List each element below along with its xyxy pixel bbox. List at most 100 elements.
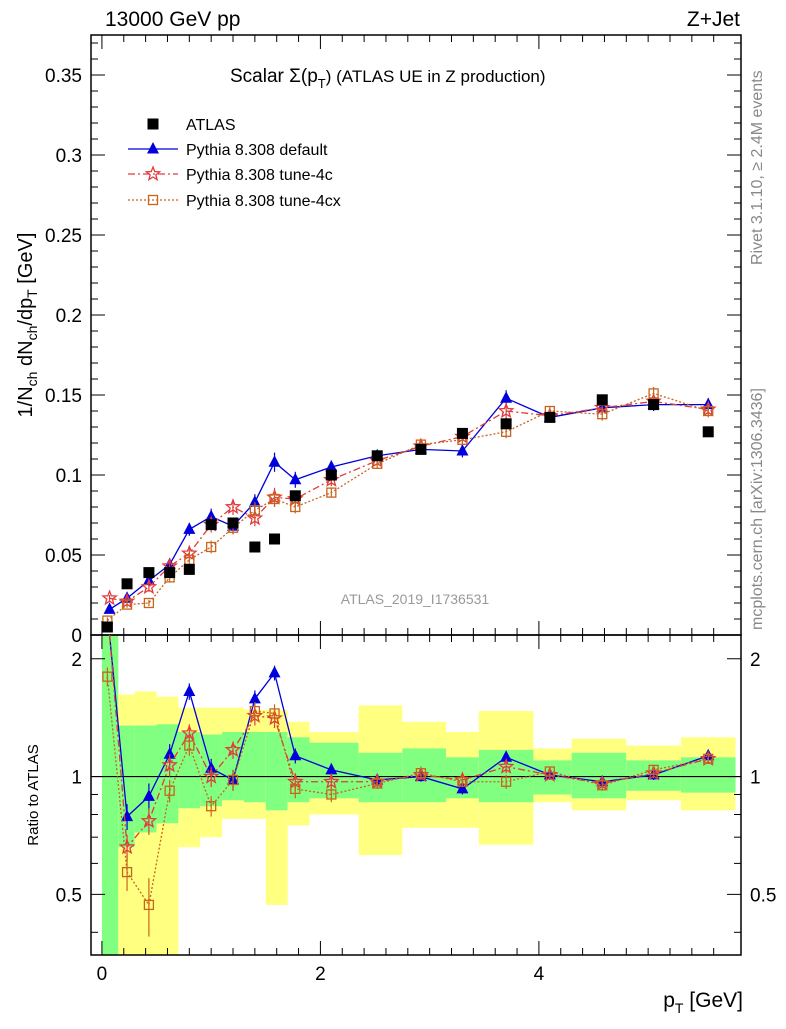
y-tick-label: 0.1 [56,466,82,487]
ratio-point-default [268,665,281,678]
xlabel-sub: T [675,1000,684,1016]
point-default [289,472,302,485]
ratio-point-tune4c [118,838,136,855]
legend-symbol [147,118,159,130]
series-line-tune4c [109,400,709,603]
ratio-point-tune4cx [143,899,155,911]
x-axis-label: pT [GeV] [663,989,743,1016]
ratio-point-tune4cx [121,866,133,878]
point-tune4cx [703,405,714,417]
ratio-y-axis-label: Ratio to ATLAS [25,744,42,845]
analysis-label: ATLAS_2019_I1736531 [341,591,490,607]
ratio-point-tune4cx [249,705,261,717]
ylabel-part-1: dN [15,340,37,371]
ratio-tick-label-right: 0.5 [750,885,776,906]
ratio-tick-label: 0.5 [56,885,82,906]
legend-label-tune4c: Pythia 8.308 tune-4c [186,167,333,184]
header-right: Z+Jet [687,8,740,31]
ratio-point-tune4cx [415,768,427,779]
ratio-point-tune4c [202,767,220,784]
ratio-point-default [325,762,338,775]
point-atlas [249,541,261,553]
ylabel-part-2: ch [24,326,40,341]
series-line-tune4cx [106,392,709,622]
point-atlas [183,563,195,575]
ratio-point-tune4cx [597,780,608,791]
ylabel-part-5: [GeV] [15,233,37,290]
mcplots-label: mcplots.cern.ch [arXiv:1306.3436] [749,388,766,630]
ratio-point-tune4c [224,741,242,758]
series-tune4cx [102,387,714,626]
point-tune4c [224,498,242,515]
point-tune4c [497,402,515,419]
title-main: Scalar Σ(p [230,66,318,87]
series-line-default [109,397,709,610]
ratio-point-default [289,748,302,761]
series-tune4c [101,392,717,609]
xlabel-tail: [GeV] [683,989,743,1012]
point-tune4c [140,578,158,595]
band-green [156,724,179,824]
ratio-point-tune4cx [703,753,714,764]
y-axis-label: 1/Nch dNch/dpT [GeV] [15,233,40,418]
ratio-tick-label: 1 [71,768,82,789]
point-atlas [544,411,556,423]
legend-label-atlas: ATLAS [186,117,236,134]
legend-symbol [147,142,159,154]
ratio-point-tune4cx [184,740,195,751]
ratio-series-tune4cx [102,667,714,937]
axis-tick-labels: 0 2 4 0 0.05 0.1 0.15 0.2 0.25 0.3 0.35 0.5 0.5 1 1 2 2 [45,66,776,985]
band-green [571,752,627,799]
title-tail: ) (ATLAS UE in Z production) [326,67,546,86]
point-atlas [164,567,176,579]
point-default [325,460,338,472]
point-tune4cx [597,409,608,420]
ylabel-part-0: ch [24,372,40,387]
chart-title: Scalar Σ(pT) (ATLAS UE in Z production) [230,66,546,91]
y-tick-label: 0.15 [45,386,82,407]
axis-ticks [91,35,741,955]
ratio-point-tune4cx [102,671,113,682]
ratio-tick-label-right: 2 [750,650,761,671]
y-tick-label: 0.3 [56,146,82,167]
ratio-point-default [500,750,513,762]
main-series [101,387,717,633]
header-left: 13000 GeV pp [105,8,240,31]
ylabel-part-4: T [24,289,40,298]
point-atlas [456,427,468,439]
ratio-series [102,634,717,937]
point-atlas [227,517,239,529]
ratio-point-tune4c [140,812,158,829]
ratio-point-tune4cx [164,785,175,796]
point-atlas [325,469,337,481]
ratio-point-tune4cx [206,801,217,812]
point-default [205,509,218,522]
point-atlas [121,578,133,590]
legend-marker-default [128,142,178,154]
ratio-point-tune4cx [290,783,301,795]
y-tick-label: 0 [71,626,82,647]
point-tune4cx [143,597,155,609]
point-atlas [371,450,383,462]
ratio-point-tune4cx [269,708,280,719]
point-default [268,455,281,467]
rivet-label: Rivet 3.1.10, ≥ 2.4M events [749,70,766,265]
band-green [101,635,119,955]
point-atlas [415,443,427,455]
legend: ATLAS Pythia 8.308 default Pythia 8.308 … [128,117,341,210]
point-atlas [143,567,155,579]
point-atlas [269,533,281,545]
y-tick-label: 0.2 [56,306,82,327]
legend-label-tune4cx: Pythia 8.308 tune-4cx [186,193,341,210]
series-default [103,390,715,614]
point-tune4cx [269,493,280,505]
point-atlas [596,394,608,406]
ratio-frame [90,634,742,956]
ratio-point-default [163,747,176,759]
ratio-point-tune4c [322,772,340,789]
point-tune4c [246,509,264,526]
point-tune4cx [206,541,217,553]
point-tune4c [101,589,118,606]
legend-marker-tune4cx [128,194,178,206]
